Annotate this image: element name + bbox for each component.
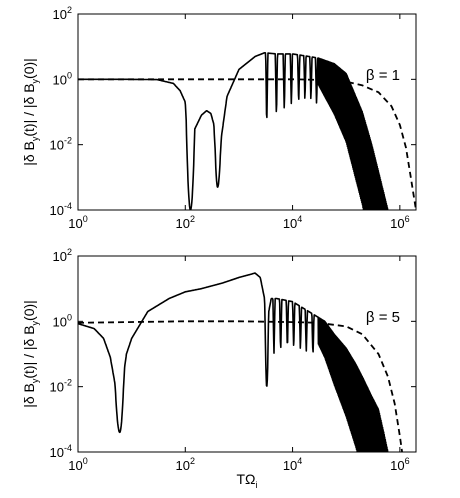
y-axis-label: |δ By(t)| / |δ By(0)| [21,300,40,408]
y-tick-label: 102 [53,247,72,264]
x-tick-label: 106 [390,214,409,231]
x-tick-label: 102 [176,214,195,231]
series-dashed [78,320,403,452]
x-tick-label: 102 [176,456,195,473]
y-tick-label: 102 [53,5,72,22]
top-panel: 100 102 104 106 10-4 10-2 100 102 |δ By(t)| / |… [21,5,417,231]
y-tick-label: 10-4 [50,201,72,218]
series-solid [78,272,389,452]
y-tick-label: 100 [53,312,72,329]
x-tick-label: 100 [68,214,87,231]
x-tick-label: 106 [390,456,409,473]
series-solid [78,52,389,210]
x-tick-label: 104 [283,456,302,473]
x-tick-label: 100 [68,456,87,473]
y-tick-label: 100 [53,70,72,87]
plot-frame [77,255,417,453]
y-axis-label: |δ By(t)| / |δ By(0)| [21,58,40,166]
bottom-panel: 100 102 104 106 10-4 10-2 100 102 |δ By(t)| / |… [21,247,417,490]
y-tick-label: 10-2 [50,378,72,395]
y-tick-label: 10-2 [50,136,72,153]
series-dashed [78,78,416,210]
x-tick-label: 104 [283,214,302,231]
plot-frame [77,13,417,211]
y-tick-label: 10-4 [50,443,72,460]
beta-annotation: β = 5 [366,309,400,326]
x-axis-label: TΩi [236,471,257,490]
beta-annotation: β = 1 [366,67,400,84]
